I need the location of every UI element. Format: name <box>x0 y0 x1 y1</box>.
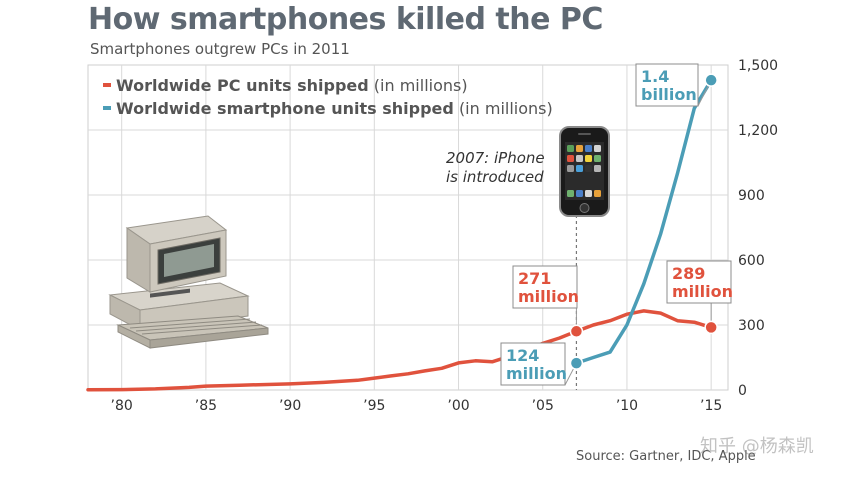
series-lines <box>86 78 713 392</box>
x-tick-label: ’90 <box>279 398 301 414</box>
callout-unit: million <box>506 364 567 383</box>
x-tick-label: ’95 <box>363 398 385 414</box>
y-tick-label: 600 <box>738 253 765 269</box>
y-tick-label: 0 <box>738 383 747 399</box>
series-line-1 <box>574 78 713 365</box>
iphone-annotation-line2: is introduced <box>446 168 544 186</box>
x-tick-label: ’85 <box>195 398 217 414</box>
callout-point <box>704 320 718 335</box>
callout-unit: million <box>672 282 733 301</box>
plot-frame <box>87 64 729 391</box>
callout-point <box>569 324 584 339</box>
y-axis: 0 300 600 900 1,200 1,500 <box>738 58 778 399</box>
y-tick-label: 900 <box>738 188 765 204</box>
callout-box <box>635 63 699 107</box>
callout-value: 124 <box>506 346 539 365</box>
x-tick-label: ’00 <box>447 398 469 414</box>
iphone-icon <box>559 126 610 217</box>
callout-box <box>666 260 732 304</box>
x-axis: ’80 ’85 ’90 ’95 ’00 ’05 ’10 ’15 <box>111 398 723 414</box>
callout-point <box>704 73 718 87</box>
callout-value: 271 <box>518 269 551 288</box>
x-tick-label: ’05 <box>532 398 554 414</box>
chart-subtitle: Smartphones outgrew PCs in 2011 <box>90 40 350 58</box>
callout-box <box>512 265 578 309</box>
legend: Worldwide PC units shipped (in millions)… <box>103 76 553 118</box>
iphone-annotation-line1: 2007: iPhone <box>446 149 545 167</box>
x-tick-label: ’80 <box>111 398 133 414</box>
x-tick-label: ’10 <box>616 398 638 414</box>
x-tick-label: ’15 <box>700 398 722 414</box>
chart-title: How smartphones killed the PC <box>88 2 603 37</box>
y-tick-label: 1,200 <box>738 123 778 139</box>
y-tick-label: 300 <box>738 318 765 334</box>
callout-point <box>569 356 584 370</box>
legend-label-pc: Worldwide PC units shipped (in millions) <box>116 76 468 95</box>
source-note: Source: Gartner, IDC, Apple <box>576 449 756 464</box>
callout-unit: billion <box>641 85 697 104</box>
callout-unit: million <box>518 287 579 306</box>
grid-lines <box>88 65 728 390</box>
callout-value: 289 <box>672 264 705 283</box>
callout-box <box>500 342 566 386</box>
vintage-computer-icon <box>108 215 269 349</box>
callout-value: 1.4 <box>641 67 669 86</box>
watermark: 知乎 @杨森凯 <box>700 436 814 457</box>
y-tick-label: 1,500 <box>738 58 778 74</box>
legend-label-smartphone: Worldwide smartphone units shipped (in m… <box>116 99 553 118</box>
